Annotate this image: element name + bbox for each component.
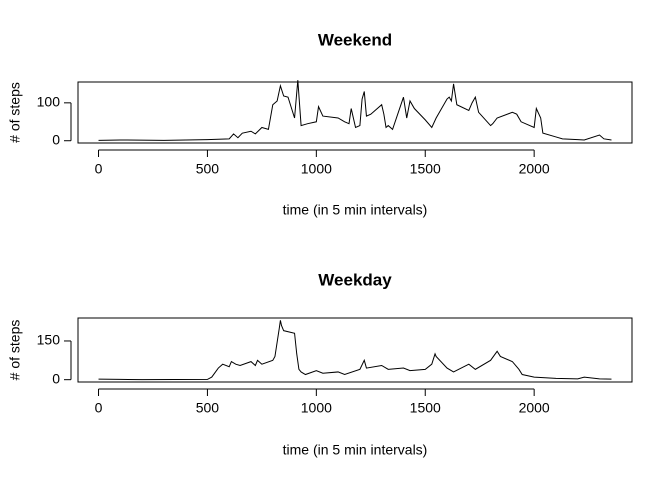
x-tick-label: 500 bbox=[196, 400, 220, 416]
x-tick-label: 0 bbox=[95, 400, 103, 416]
plot-box bbox=[77, 81, 633, 144]
x-tick-label: 500 bbox=[196, 161, 220, 177]
x-tick-label: 1500 bbox=[410, 400, 441, 416]
data-line bbox=[98, 80, 612, 141]
x-tick-label: 1000 bbox=[301, 400, 332, 416]
y-axis-label: # of steps bbox=[7, 82, 23, 143]
x-axis-label: time (in 5 min intervals) bbox=[283, 202, 428, 218]
x-tick-label: 1000 bbox=[301, 161, 332, 177]
y-tick-label: 0 bbox=[52, 131, 60, 147]
chart-title: Weekday bbox=[318, 270, 392, 289]
x-tick-label: 2000 bbox=[519, 400, 550, 416]
y-axis-label: # of steps bbox=[7, 320, 23, 381]
data-line bbox=[98, 320, 612, 381]
x-tick-label: 0 bbox=[95, 161, 103, 177]
y-tick-label: 150 bbox=[37, 332, 61, 348]
x-axis-label: time (in 5 min intervals) bbox=[283, 442, 428, 458]
y-tick-label: 100 bbox=[37, 94, 61, 110]
chart-title: Weekend bbox=[318, 30, 392, 49]
x-tick-label: 2000 bbox=[519, 161, 550, 177]
x-tick-label: 1500 bbox=[410, 161, 441, 177]
y-tick-label: 0 bbox=[52, 370, 60, 386]
plot-box bbox=[77, 317, 633, 383]
